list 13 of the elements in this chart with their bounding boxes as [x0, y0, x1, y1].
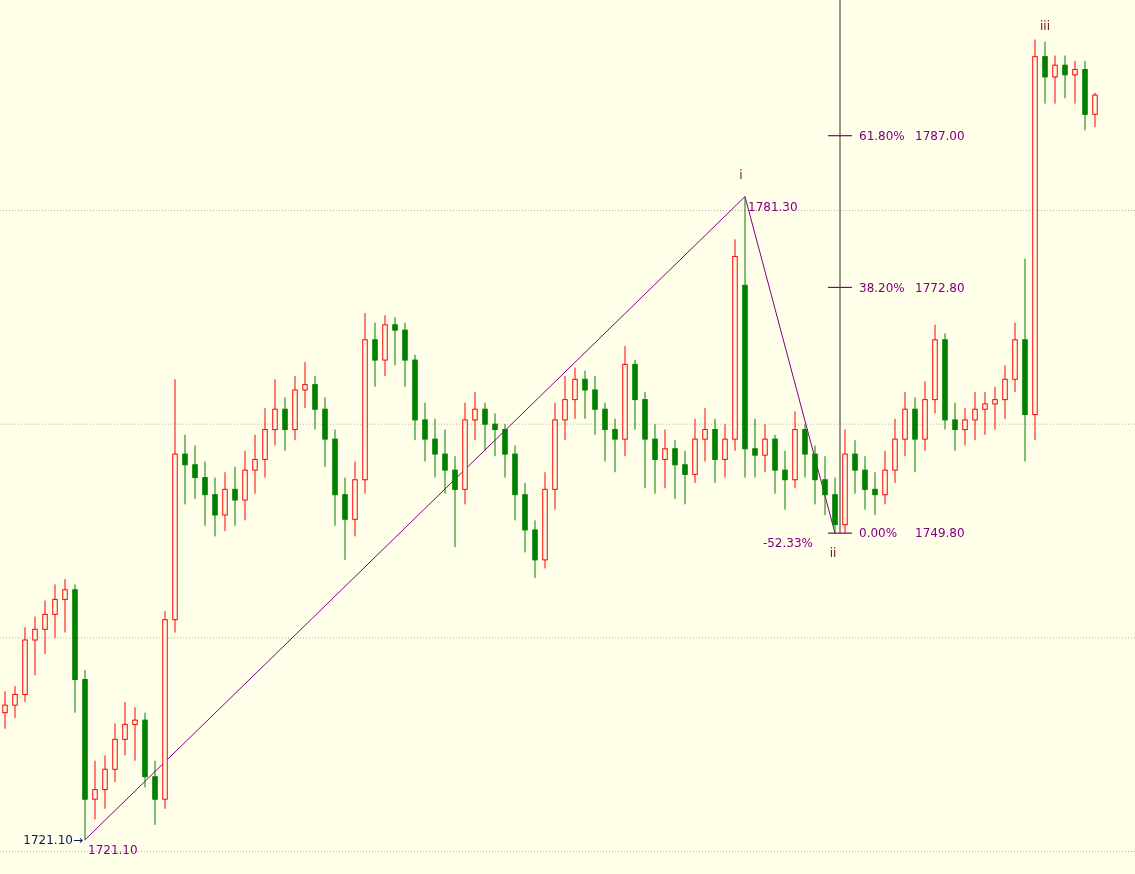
y-tick-label: 1787.00 [915, 128, 965, 143]
annotation: 0.00% [859, 526, 898, 541]
annotation: 61.80% [859, 128, 905, 143]
y-tick-label: 1749.80 [915, 526, 965, 541]
annotation: 1721.10→ [23, 833, 83, 848]
annotation: ii [829, 546, 837, 561]
data-label: 1721.10 [88, 843, 138, 858]
annotation: -52.33% [762, 536, 813, 551]
annotation: 38.20% [859, 280, 905, 295]
data-label: 1781.30 [748, 199, 798, 214]
y-tick-label: 1772.80 [915, 280, 965, 295]
annotation: i [739, 167, 743, 182]
annotation: iii [1039, 18, 1051, 33]
